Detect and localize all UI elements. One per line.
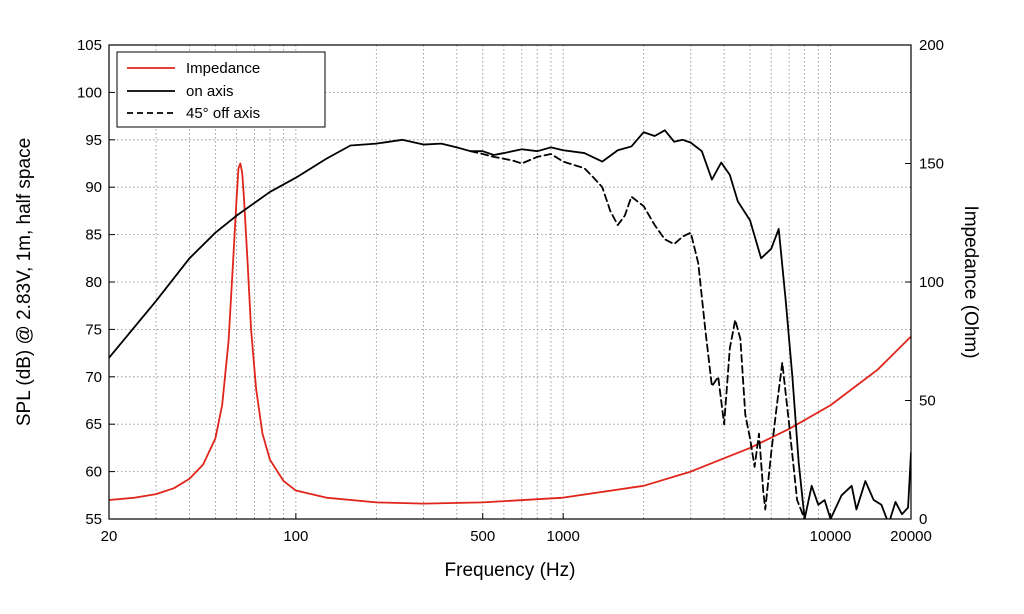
y-left-tick-label: 100 — [77, 84, 102, 101]
x-tick-label: 1000 — [547, 528, 580, 545]
legend-label-on-axis: on axis — [186, 83, 234, 100]
x-tick-label: 20 — [101, 528, 118, 545]
legend-label-off-axis: 45° off axis — [186, 105, 260, 122]
y-right-tick-label: 150 — [919, 156, 944, 173]
x-tick-label: 500 — [470, 528, 495, 545]
series-line-on-axis — [109, 129, 911, 519]
series-layer — [109, 129, 911, 519]
y-left-tick-label: 90 — [85, 179, 102, 196]
x-tick-label: 20000 — [890, 528, 932, 545]
y-left-tick-label: 70 — [85, 369, 102, 386]
legend: Impedance on axis 45° off axis — [116, 51, 326, 128]
y-left-tick-label: 60 — [85, 464, 102, 481]
y-left-tick-label: 65 — [85, 416, 102, 433]
x-tick-label: 100 — [283, 528, 308, 545]
y-right-tick-label: 50 — [919, 393, 936, 410]
y-axis-right-title: Impedance (Ohm) — [960, 205, 981, 358]
legend-box — [116, 51, 326, 128]
y-left-tick-label: 85 — [85, 227, 102, 244]
y-left-tick-label: 55 — [85, 511, 102, 528]
tick-layer: 55 60 65 70 75 80 85 90 95 100 105 0 50 100 150 200 20 10… — [77, 37, 944, 545]
series-line-impedance — [109, 162, 911, 505]
y-right-tick-label: 200 — [919, 37, 944, 54]
y-right-tick-label: 100 — [919, 274, 944, 291]
y-left-tick-label: 75 — [85, 321, 102, 338]
x-axis-title: Frequency (Hz) — [445, 560, 576, 581]
series-line-45-off-axis — [469, 150, 806, 519]
legend-label-impedance: Impedance — [186, 60, 260, 77]
y-left-tick-label: 95 — [85, 132, 102, 149]
y-axis-left-title: SPL (dB) @ 2.83V, 1m, half space — [14, 138, 35, 426]
y-right-tick-label: 0 — [919, 511, 927, 528]
y-left-tick-label: 105 — [77, 37, 102, 54]
x-tick-label: 10000 — [810, 528, 852, 545]
y-left-tick-label: 80 — [85, 274, 102, 291]
